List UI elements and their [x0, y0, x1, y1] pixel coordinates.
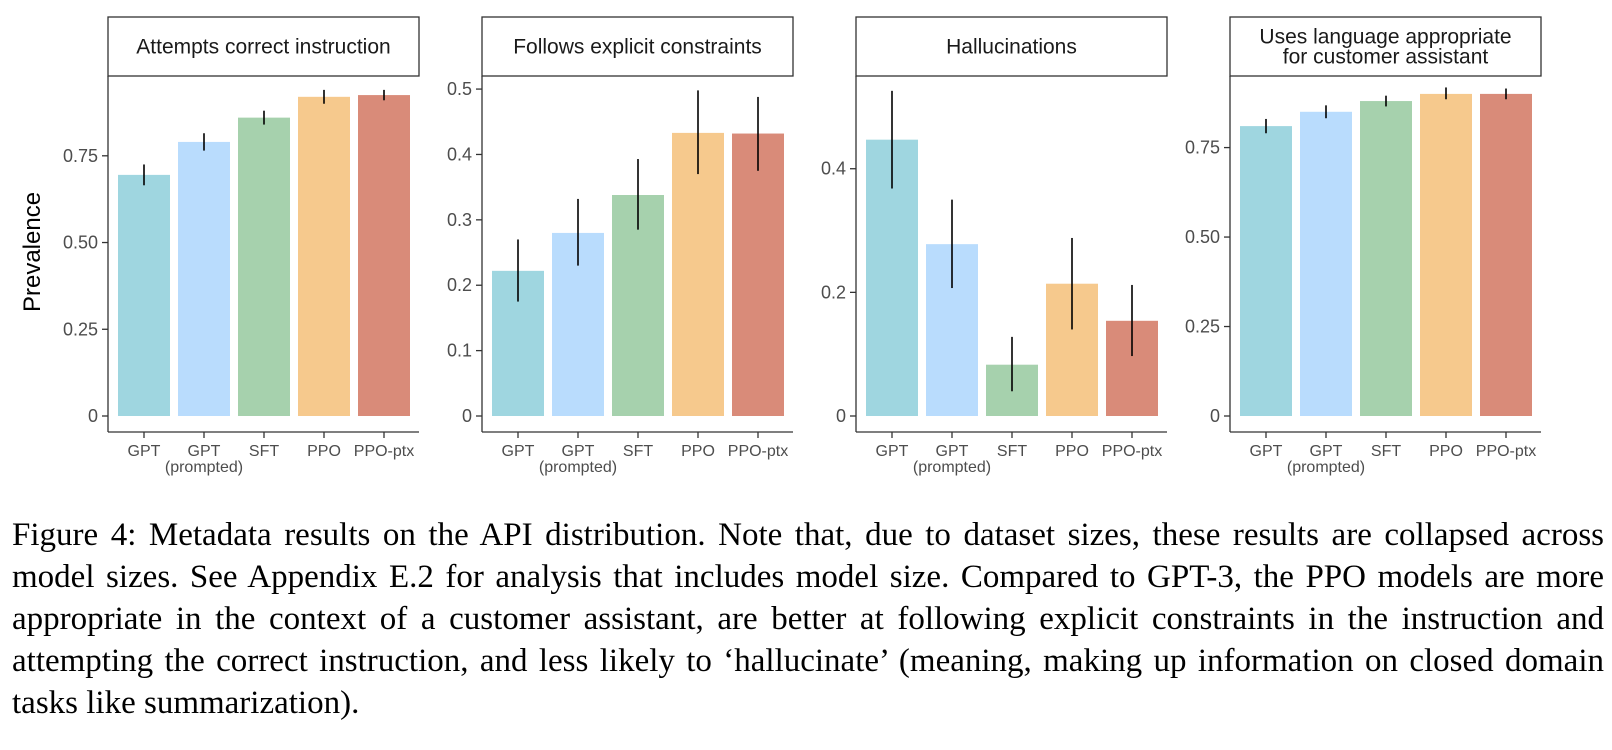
y-tick-label: 0 — [462, 406, 472, 426]
x-tick-label: GPT — [1310, 443, 1343, 460]
x-tick-label: GPT — [502, 443, 535, 460]
x-tick-label: PPO — [681, 443, 715, 460]
x-tick-label: PPO — [1055, 443, 1089, 460]
facet-title: Attempts correct instruction — [136, 36, 390, 59]
x-tick-label: PPO-ptx — [1476, 443, 1536, 460]
y-tick-label: 0.25 — [63, 319, 98, 339]
facet-title: Hallucinations — [946, 36, 1077, 59]
facet-strip — [855, 16, 1168, 77]
bar — [672, 132, 724, 416]
bar — [298, 96, 350, 416]
x-tick-label: GPT — [562, 443, 595, 460]
x-tick-label: PPO — [1429, 443, 1463, 460]
figure-caption: Figure 4: Metadata results on the API di… — [12, 517, 1604, 721]
y-tick-label: 0.75 — [63, 146, 98, 166]
x-tick-label: (prompted) — [539, 459, 617, 476]
y-tick-label: 0 — [88, 406, 98, 426]
y-tick-label: 0.50 — [63, 233, 98, 253]
y-tick-label: 0.5 — [447, 79, 472, 99]
bar — [178, 141, 230, 416]
y-tick-label: 0 — [836, 406, 846, 426]
y-tick-label: 0.1 — [447, 341, 472, 361]
y-tick-label: 0.2 — [447, 275, 472, 295]
bar — [238, 117, 290, 416]
bar — [1480, 93, 1532, 416]
facet-title: Follows explicit constraints — [513, 36, 762, 59]
bar — [1360, 101, 1412, 416]
bar — [612, 195, 664, 416]
bar — [1420, 93, 1472, 416]
facet-strip — [107, 16, 420, 77]
bar — [732, 133, 784, 417]
facet-strip — [481, 16, 794, 77]
x-tick-label: SFT — [1371, 443, 1401, 460]
x-tick-label: PPO-ptx — [728, 443, 788, 460]
x-tick-label: GPT — [936, 443, 969, 460]
y-tick-label: 0.3 — [447, 210, 472, 230]
facet-title: Uses language appropriate — [1259, 26, 1511, 49]
bar — [118, 174, 170, 416]
chart-grid: Prevalence Attempts correct instruction 0 0… — [19, 16, 1542, 476]
x-tick-label: (prompted) — [913, 459, 991, 476]
y-tick-label: 0 — [1210, 406, 1220, 426]
x-tick-label: SFT — [249, 443, 279, 460]
y-tick-label: 0.4 — [821, 159, 846, 179]
x-tick-label: PPO-ptx — [1102, 443, 1162, 460]
y-tick-label: 0.2 — [821, 282, 846, 302]
x-tick-label: GPT — [876, 443, 909, 460]
y-tick-label: 0.75 — [1185, 138, 1220, 158]
x-tick-label: SFT — [623, 443, 653, 460]
bar — [358, 95, 410, 416]
x-tick-label: SFT — [997, 443, 1027, 460]
facet-strip — [1229, 16, 1542, 77]
bar — [1240, 126, 1292, 417]
y-tick-label: 0.4 — [447, 144, 472, 164]
y-tick-label: 0.25 — [1185, 317, 1220, 337]
x-tick-label: (prompted) — [1287, 459, 1365, 476]
x-tick-label: PPO — [307, 443, 341, 460]
y-axis-label: Prevalence — [19, 192, 46, 312]
x-tick-label: PPO-ptx — [354, 443, 414, 460]
bar — [1300, 111, 1352, 416]
x-tick-label: GPT — [128, 443, 161, 460]
x-tick-label: (prompted) — [165, 459, 243, 476]
figure: Prevalence Attempts correct instruction 0 0… — [19, 16, 1542, 476]
x-tick-label: GPT — [188, 443, 221, 460]
facet-title: for customer assistant — [1283, 46, 1489, 69]
x-tick-label: GPT — [1250, 443, 1283, 460]
y-tick-label: 0.50 — [1185, 227, 1220, 247]
